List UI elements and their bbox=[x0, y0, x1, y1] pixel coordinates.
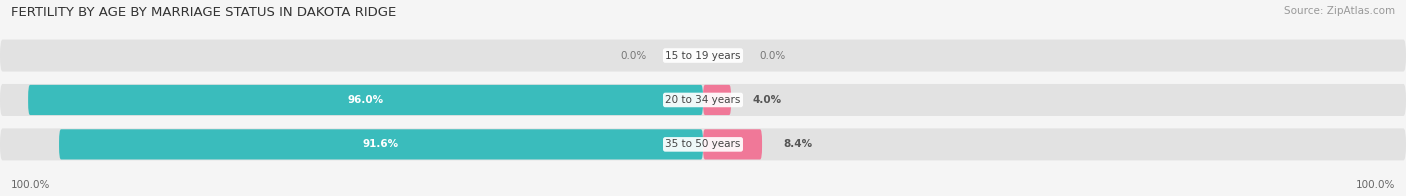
Text: 96.0%: 96.0% bbox=[347, 95, 384, 105]
Text: 15 to 19 years: 15 to 19 years bbox=[665, 51, 741, 61]
FancyBboxPatch shape bbox=[0, 84, 1406, 116]
Text: 35 to 50 years: 35 to 50 years bbox=[665, 139, 741, 149]
Text: 100.0%: 100.0% bbox=[11, 180, 51, 190]
Text: 20 to 34 years: 20 to 34 years bbox=[665, 95, 741, 105]
Text: 8.4%: 8.4% bbox=[783, 139, 813, 149]
Text: FERTILITY BY AGE BY MARRIAGE STATUS IN DAKOTA RIDGE: FERTILITY BY AGE BY MARRIAGE STATUS IN D… bbox=[11, 6, 396, 19]
FancyBboxPatch shape bbox=[0, 128, 1406, 160]
Text: 0.0%: 0.0% bbox=[620, 51, 647, 61]
FancyBboxPatch shape bbox=[59, 129, 703, 160]
FancyBboxPatch shape bbox=[703, 129, 762, 160]
Text: 100.0%: 100.0% bbox=[1355, 180, 1395, 190]
Text: 4.0%: 4.0% bbox=[752, 95, 782, 105]
FancyBboxPatch shape bbox=[703, 85, 731, 115]
FancyBboxPatch shape bbox=[28, 85, 703, 115]
Text: 91.6%: 91.6% bbox=[363, 139, 399, 149]
FancyBboxPatch shape bbox=[0, 40, 1406, 72]
Text: 0.0%: 0.0% bbox=[759, 51, 786, 61]
Text: Source: ZipAtlas.com: Source: ZipAtlas.com bbox=[1284, 6, 1395, 16]
